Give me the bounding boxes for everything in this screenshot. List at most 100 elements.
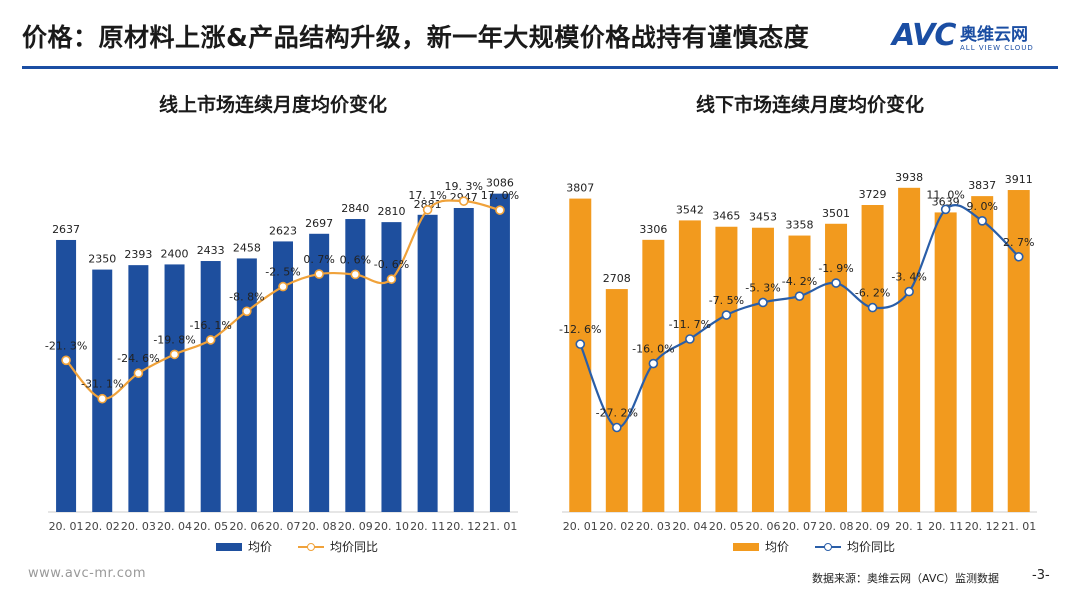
yoy-point <box>97 393 108 404</box>
bar <box>751 227 774 512</box>
x-tick-label: 20. 10 <box>374 520 409 533</box>
yoy-point <box>867 302 878 313</box>
yoy-value-label: 17. 0% <box>481 189 519 202</box>
yoy-value-label: 17. 1% <box>408 189 446 202</box>
x-tick-label: 20. 04 <box>157 520 192 533</box>
bar-value-label: 3306 <box>639 223 667 236</box>
bar-value-label: 2393 <box>124 248 152 261</box>
bar-value-label: 3358 <box>786 219 814 232</box>
yoy-value-label: -16. 0% <box>632 343 674 356</box>
yoy-point <box>794 291 805 301</box>
yoy-point <box>612 422 622 433</box>
bar <box>678 220 701 513</box>
bar-value-label: 2400 <box>161 247 189 260</box>
bar <box>898 187 921 512</box>
x-tick-label: 20. 07 <box>266 520 301 533</box>
bar <box>92 269 113 512</box>
yoy-point <box>648 358 659 369</box>
online-chart-title: 线上市场连续月度均价变化 <box>158 94 387 116</box>
bar-value-label: 2697 <box>305 217 333 230</box>
yoy-point <box>205 335 216 345</box>
bar <box>715 226 738 512</box>
bar-value-label: 2433 <box>197 244 225 257</box>
yoy-point <box>458 196 469 206</box>
page-number: -3- <box>1032 568 1050 583</box>
legend-line-label: 均价同比 <box>330 540 379 554</box>
x-tick-label: 20. 08 <box>819 520 854 533</box>
yoy-point <box>350 269 361 280</box>
x-tick-label: 20. 02 <box>85 520 120 533</box>
bar <box>489 193 510 513</box>
bar-value-label: 3453 <box>749 211 777 224</box>
x-tick-label: 20. 06 <box>745 520 780 533</box>
bar <box>56 239 77 512</box>
bar <box>453 207 474 512</box>
logo-chinese-name: 奥维云网 <box>960 25 1028 45</box>
yoy-point <box>278 281 288 292</box>
yoy-value-label: -4. 2% <box>782 275 817 288</box>
bar <box>164 264 185 512</box>
yoy-value-label: 0. 6% <box>340 253 371 266</box>
x-tick-label: 20. 11 <box>410 520 445 533</box>
logo-mark: AVC <box>892 18 956 53</box>
bar <box>128 265 149 512</box>
x-tick-label: 21. 01 <box>482 520 517 533</box>
yoy-point <box>169 349 180 360</box>
yoy-point <box>977 216 987 226</box>
header-divider <box>22 66 1058 69</box>
yoy-value-label: -16. 1% <box>189 319 231 332</box>
yoy-value-label: -8. 8% <box>229 290 264 303</box>
legend-bar-swatch <box>733 542 759 551</box>
x-tick-label: 20. 11 <box>928 520 963 533</box>
bar-value-label: 3086 <box>486 177 514 190</box>
bar <box>861 205 884 512</box>
bar-value-label: 2840 <box>341 202 369 215</box>
logo-english-name: ALL VIEW CLOUD <box>960 44 1034 52</box>
page-title: 价格：原材料上涨&产品结构升级，新一年大规模价格战持有谨慎态度 <box>22 23 810 52</box>
yoy-value-label: -31. 1% <box>81 378 123 391</box>
bar-value-label: 3729 <box>859 188 887 201</box>
bar <box>569 198 592 512</box>
yoy-point <box>422 204 433 215</box>
bar <box>788 235 811 512</box>
yoy-point <box>1013 251 1024 262</box>
yoy-value-label: 11. 0% <box>926 188 964 201</box>
yoy-point <box>495 205 505 215</box>
bar <box>273 241 293 512</box>
x-tick-label: 20. 01 <box>563 520 598 533</box>
bar <box>1007 190 1030 512</box>
yoy-point <box>242 306 252 317</box>
offline-chart-plot: 3807 20. 01 2708 20. 02 3306 20. 03 3542 20. 04… <box>559 171 1037 533</box>
x-tick-label: 20. 07 <box>782 520 817 533</box>
bar-value-label: 3542 <box>676 203 704 216</box>
legend-bar-label: 均价 <box>248 540 273 554</box>
yoy-point <box>386 274 397 284</box>
bar <box>200 261 221 512</box>
bar <box>417 214 438 512</box>
legend-bar-swatch <box>216 542 242 551</box>
yoy-value-label: -6. 2% <box>855 287 890 300</box>
yoy-value-label: -11. 7% <box>669 318 711 331</box>
yoy-value-label: 19. 3% <box>445 180 483 193</box>
bar-value-label: 3837 <box>968 179 996 192</box>
yoy-value-label: -27. 2% <box>596 406 638 419</box>
online-chart-plot: 2637 20. 01 2350 20. 02 2393 20. 03 2400 20. 04… <box>45 177 519 533</box>
yoy-value-label: -24. 6% <box>117 352 159 365</box>
bar-value-label: 3501 <box>822 207 850 220</box>
x-tick-label: 20. 12 <box>446 520 481 533</box>
yoy-value-label: -2. 5% <box>265 266 300 279</box>
bar <box>971 196 994 512</box>
yoy-point <box>940 204 951 215</box>
data-source-note: 数据来源：奥维云网（AVC）监测数据 <box>812 572 1000 585</box>
offline-chart-title: 线下市场连续月度均价变化 <box>695 94 924 116</box>
online-price-chart: 线上市场连续月度均价变化 2637 20. 01 2350 20. 02 2393 20.… <box>8 80 538 580</box>
bar-value-label: 2637 <box>52 223 80 236</box>
x-tick-label: 20. 05 <box>193 520 228 533</box>
bar <box>605 289 628 512</box>
yoy-point <box>314 269 324 279</box>
x-tick-label: 20. 04 <box>672 520 707 533</box>
bar <box>309 233 330 513</box>
bar-value-label: 2810 <box>377 205 405 218</box>
x-tick-label: 20. 03 <box>636 520 671 533</box>
bar <box>236 258 257 512</box>
